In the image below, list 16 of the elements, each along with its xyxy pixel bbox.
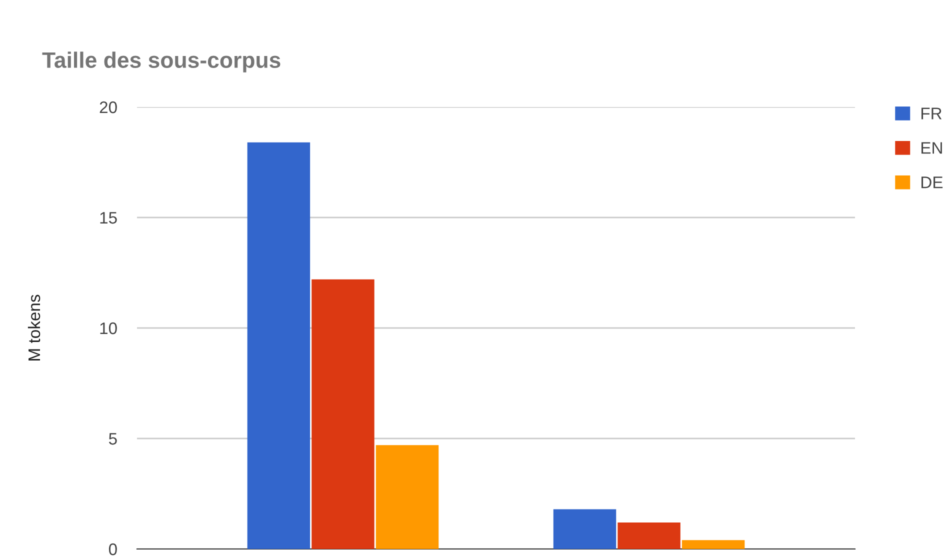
y-tick-label: 0	[108, 543, 117, 556]
y-tick-label: 15	[100, 212, 117, 224]
bar	[618, 522, 680, 549]
y-tick-label: 20	[100, 101, 117, 114]
bar	[553, 509, 616, 549]
legend-label: EN	[921, 142, 942, 154]
bar	[247, 142, 310, 549]
chart-title: Taille des sous-corpus	[42, 52, 280, 72]
bar	[312, 279, 374, 549]
y-axis-title: M tokens	[28, 294, 40, 360]
bar	[376, 445, 439, 549]
legend-label: DE	[921, 176, 943, 188]
legend-label: FR	[921, 108, 942, 120]
y-tick-label: 5	[108, 433, 117, 445]
y-tick-label: 10	[100, 322, 117, 334]
bar	[682, 540, 745, 549]
